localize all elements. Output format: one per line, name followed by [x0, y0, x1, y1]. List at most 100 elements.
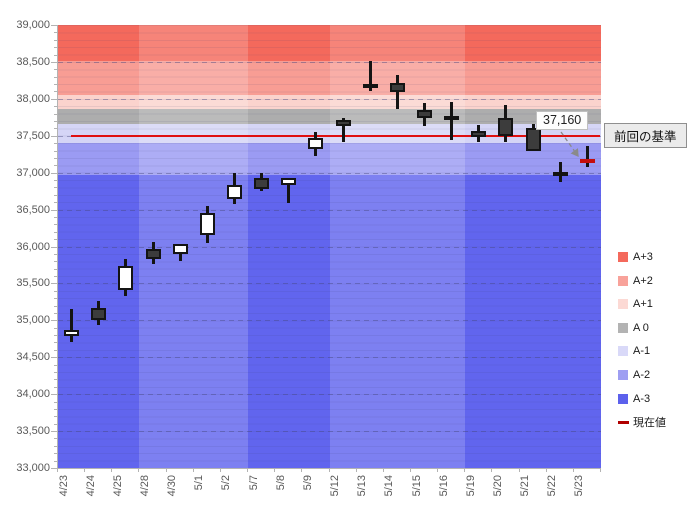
y-axis-label-37500: 37,500: [16, 129, 50, 142]
y-minor-tick: [54, 143, 57, 145]
x-axis-label-5/9: 5/9: [301, 475, 314, 491]
x-axis-label-5/16: 5/16: [437, 475, 450, 497]
candle-body-5/16: [444, 115, 460, 120]
x-axis-label-4/28: 4/28: [139, 475, 152, 497]
y-major-tick: [51, 431, 57, 433]
x-axis-label-5/15: 5/15: [410, 475, 423, 497]
gridline-33500: [58, 431, 601, 433]
x-axis-label-4/25: 4/25: [111, 475, 124, 497]
y-minor-tick: [54, 386, 57, 388]
gridline-38000: [58, 98, 601, 100]
legend-item-A 0: A 0: [618, 321, 649, 335]
x-tick: [518, 469, 520, 472]
y-minor-tick: [54, 349, 57, 351]
week-column-highlight: [139, 25, 249, 468]
x-tick: [219, 469, 221, 472]
candle-body-5/19: [471, 131, 487, 138]
candle-body-5/12: [335, 119, 351, 126]
gridline-38500: [58, 61, 601, 63]
legend-swatch-icon: [618, 299, 628, 310]
x-tick: [355, 469, 357, 472]
y-minor-tick: [54, 290, 57, 292]
y-minor-tick: [54, 445, 57, 447]
legend-item-A-2: A-2: [618, 368, 650, 382]
minor-gridlines: [58, 25, 601, 468]
y-major-tick: [51, 25, 57, 26]
candle-body-5/14: [389, 83, 405, 93]
x-tick: [274, 469, 276, 472]
y-minor-tick: [54, 379, 57, 381]
gridline-36000: [58, 246, 601, 248]
y-major-tick: [51, 209, 57, 211]
legend-dash-icon: [618, 420, 629, 424]
y-minor-tick: [54, 91, 57, 93]
y-axis-label-34000: 34,000: [16, 388, 50, 401]
y-minor-tick: [54, 438, 57, 440]
y-major-tick: [51, 246, 57, 248]
y-minor-tick: [54, 113, 57, 115]
legend-item-現在値: 現在値: [618, 415, 666, 429]
legend-swatch-icon: [618, 370, 628, 380]
x-tick: [382, 469, 384, 472]
x-tick: [247, 469, 249, 472]
x-axis-label-5/1: 5/1: [193, 475, 206, 491]
y-minor-tick: [54, 120, 57, 122]
candle-wick-5/12: [341, 118, 345, 143]
y-minor-tick: [54, 327, 57, 329]
y-minor-tick: [54, 261, 57, 263]
y-minor-tick: [54, 453, 57, 455]
band-A0: [58, 109, 601, 125]
legend-label: A+3: [633, 251, 653, 263]
x-axis-label-5/14: 5/14: [383, 475, 396, 497]
y-minor-tick: [54, 76, 57, 78]
legend-swatch-icon: [618, 346, 628, 357]
gridline-35000: [58, 320, 601, 322]
x-axis-label-5/22: 5/22: [546, 475, 559, 497]
gridline-37000: [58, 172, 601, 174]
x-axis-label-5/7: 5/7: [247, 475, 260, 491]
y-axis-label-35500: 35,500: [16, 277, 50, 290]
candle-body-5/23: [579, 158, 595, 163]
legend-item-A-1: A-1: [618, 344, 650, 358]
y-minor-tick: [54, 364, 57, 366]
y-axis-label-37000: 37,000: [16, 166, 50, 179]
y-major-tick: [51, 135, 57, 137]
candle-wick-5/23: [585, 146, 589, 168]
y-axis-label-33500: 33,500: [16, 425, 50, 438]
y-minor-tick: [54, 194, 57, 196]
candle-wick-5/8: [287, 177, 291, 203]
x-tick: [600, 469, 601, 472]
candle-body-5/8: [281, 177, 297, 185]
band-A+2: [58, 61, 601, 96]
y-minor-tick: [54, 157, 57, 159]
legend-label: A-1: [633, 345, 651, 358]
x-tick: [464, 469, 466, 472]
legend-item-A+1: A+1: [618, 297, 653, 311]
baseline-label-box: 前回の基準: [604, 123, 687, 148]
y-major-tick: [51, 394, 57, 396]
y-axis-label-38500: 38,500: [16, 55, 50, 68]
legend-label: 現在値: [633, 417, 666, 430]
y-minor-tick: [54, 165, 57, 167]
x-axis-label-5/8: 5/8: [274, 475, 287, 491]
x-tick: [328, 469, 330, 472]
y-minor-tick: [54, 224, 57, 226]
gridline-34000: [58, 394, 601, 396]
candle-body-5/9: [308, 137, 324, 150]
x-axis-label-5/23: 5/23: [573, 475, 586, 497]
gridline-36500: [58, 209, 601, 211]
y-minor-tick: [54, 84, 57, 86]
candle-body-5/22: [552, 171, 568, 176]
x-axis-label-5/19: 5/19: [464, 475, 477, 497]
x-axis-label-5/2: 5/2: [220, 475, 233, 491]
y-minor-tick: [54, 187, 57, 189]
legend-swatch-icon: [618, 252, 628, 262]
y-minor-tick: [54, 239, 57, 241]
band-A+1: [58, 95, 601, 110]
x-tick: [437, 469, 439, 472]
legend-item-A+2: A+2: [618, 274, 653, 288]
candle-body-4/28: [145, 248, 161, 259]
candle-wick-5/16: [450, 102, 454, 140]
previous-baseline-line: [70, 134, 600, 137]
